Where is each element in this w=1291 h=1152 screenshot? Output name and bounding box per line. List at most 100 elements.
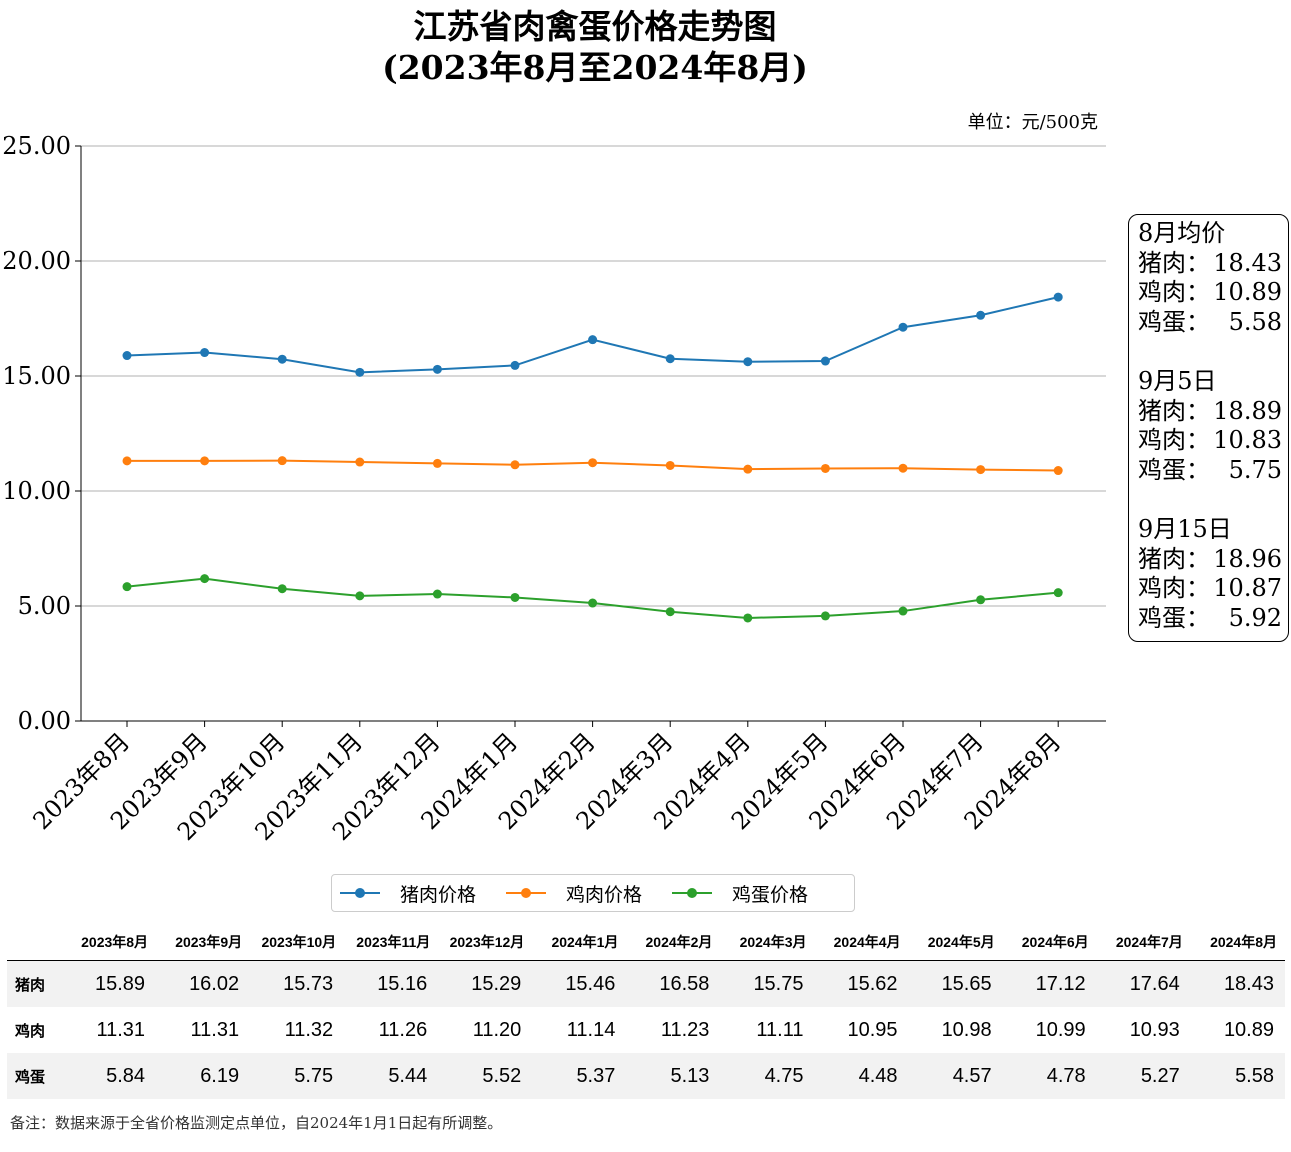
- table-cell: 4.75: [720, 1053, 815, 1099]
- table-cell: 4.57: [908, 1053, 1003, 1099]
- legend-swatch: [340, 885, 380, 901]
- info-value: 5.92: [1228, 603, 1282, 632]
- table-column-header: 2024年3月: [720, 924, 815, 961]
- data-point: [432, 589, 442, 599]
- y-tick-label: 25.00: [2, 132, 71, 160]
- table-cell: 10.98: [941, 1018, 992, 1041]
- info-value: 10.89: [1213, 278, 1282, 307]
- data-point: [122, 456, 132, 466]
- y-tick-label: 5.00: [18, 592, 71, 620]
- data-point: [200, 348, 210, 358]
- table-cell: 5.27: [1096, 1053, 1191, 1099]
- data-point: [820, 356, 830, 366]
- table-cell: 15.65: [908, 960, 1003, 1007]
- table-cell: 4.78: [1002, 1053, 1097, 1099]
- data-point: [1053, 466, 1063, 476]
- data-point: [277, 456, 287, 466]
- table-cell: 10.93: [1129, 1018, 1180, 1041]
- table-cell: 10.95: [847, 1018, 898, 1041]
- table-row: 猪肉 15.89 16.02 15.73 15.16 15.29 15.46 16.58 15.…: [7, 960, 1285, 1007]
- info-group: 9月5日 猪肉： 18.89 鸡肉： 10.83 鸡蛋： 5.75: [1138, 367, 1282, 485]
- table-row: 鸡蛋 5.84 6.19 5.75 5.44 5.52 5.37 5.13 4.75 4.48 4.…: [7, 1053, 1285, 1099]
- legend-label: 鸡蛋价格: [732, 883, 809, 906]
- data-point: [588, 335, 598, 345]
- table-cell: 10.99: [1035, 1018, 1086, 1041]
- table-cell: 5.13: [626, 1053, 721, 1099]
- data-point: [743, 357, 753, 367]
- legend-label: 猪肉价格: [400, 883, 477, 906]
- data-point: [355, 457, 365, 467]
- info-group: 9月15日 猪肉： 18.96 鸡肉： 10.87 鸡蛋： 5.92: [1138, 515, 1282, 633]
- legend-label: 鸡肉价格: [566, 883, 643, 906]
- table-cell: 15.16: [344, 960, 439, 1007]
- legend-swatch: [672, 885, 713, 901]
- y-tick-label: 15.00: [2, 362, 71, 390]
- info-heading: 9月5日: [1138, 366, 1217, 395]
- info-row: 鸡肉： 10.83: [1138, 426, 1282, 456]
- table-column-header: 2024年7月: [1096, 924, 1191, 961]
- data-point: [743, 464, 753, 474]
- data-point: [743, 613, 753, 623]
- table-cell: 11.32: [284, 1018, 334, 1041]
- table-row-header: 鸡肉: [15, 1022, 46, 1040]
- table-column-header: 2024年8月: [1190, 924, 1285, 961]
- data-point: [432, 364, 442, 374]
- data-point: [588, 458, 598, 468]
- footnote: 备注：数据来源于全省价格监测定点单位，自2024年1月1日起有所调整。: [10, 1114, 503, 1132]
- table-cell: 15.89: [62, 960, 157, 1007]
- info-group: 8月均价 猪肉： 18.43 鸡肉： 10.89 鸡蛋： 5.58: [1138, 219, 1282, 337]
- table-cell: 11.14: [566, 1018, 616, 1041]
- table-column-header: 2023年11月: [344, 924, 439, 961]
- table-cell: 15.46: [532, 960, 627, 1007]
- info-value: 18.96: [1213, 544, 1282, 573]
- table-row-header: 猪肉: [7, 960, 62, 1007]
- info-row: 鸡蛋： 5.75: [1138, 456, 1282, 486]
- y-tick-label: 20.00: [2, 247, 71, 275]
- series-line: [126, 577, 1059, 619]
- info-heading: 9月15日: [1138, 514, 1232, 543]
- table-cell: 15.29: [438, 960, 533, 1007]
- data-point: [976, 595, 986, 605]
- table-column-header: 2024年5月: [908, 924, 1003, 961]
- chart-legend: 猪肉价格 鸡肉价格 鸡蛋价格: [331, 874, 855, 912]
- chart-title-line1: 江苏省肉禽蛋价格走势图: [413, 7, 777, 46]
- table-row-header: 鸡蛋: [7, 1053, 62, 1099]
- table-column-header: 2023年10月: [250, 924, 345, 961]
- info-row: 鸡蛋： 5.58: [1138, 308, 1282, 338]
- info-label: 鸡肉：: [1138, 574, 1210, 603]
- table-cell: 16.02: [156, 960, 251, 1007]
- table-cell: 5.52: [438, 1053, 533, 1099]
- table-row: 鸡肉 11.31 11.31 11.32 11.26 11.20 11.14 11.23 11.…: [7, 1007, 1285, 1053]
- data-point: [432, 458, 442, 468]
- data-point: [820, 463, 830, 473]
- chart-title-line2: (2023年8月至2024年8月): [382, 48, 808, 87]
- table-cell: 17.12: [1002, 960, 1097, 1007]
- unit-label: 单位：元/500克: [967, 112, 1098, 133]
- table-cell: 15.62: [814, 960, 909, 1007]
- info-label: 鸡肉：: [1138, 278, 1210, 307]
- info-label: 猪肉：: [1138, 544, 1210, 573]
- table-cell: 5.37: [532, 1053, 627, 1099]
- table-cell: 5.84: [62, 1053, 157, 1099]
- info-label: 鸡蛋：: [1138, 603, 1210, 632]
- data-point: [1053, 292, 1063, 302]
- data-point: [277, 584, 287, 594]
- data-point: [200, 456, 210, 466]
- table-cell: 18.43: [1190, 960, 1285, 1007]
- y-tick-label: 0.00: [18, 707, 71, 735]
- legend-item: 猪肉价格: [340, 880, 476, 907]
- y-tick-label: 10.00: [2, 477, 71, 505]
- table-cell: 5.58: [1190, 1053, 1285, 1099]
- table-cell: 6.19: [156, 1053, 251, 1099]
- info-row: 猪肉： 18.89: [1138, 397, 1282, 427]
- table-cell: 5.75: [250, 1053, 345, 1099]
- table-column-header: 2023年8月: [62, 924, 157, 961]
- info-label: 猪肉：: [1138, 396, 1210, 425]
- info-row: 鸡蛋： 5.92: [1138, 604, 1282, 634]
- info-label: 鸡蛋：: [1138, 455, 1210, 484]
- table-column-header: 2023年12月: [438, 924, 533, 961]
- data-point: [277, 354, 287, 364]
- info-value: 18.89: [1213, 396, 1282, 425]
- table-cell: 11.23: [660, 1018, 710, 1041]
- info-label: 鸡肉：: [1138, 426, 1210, 455]
